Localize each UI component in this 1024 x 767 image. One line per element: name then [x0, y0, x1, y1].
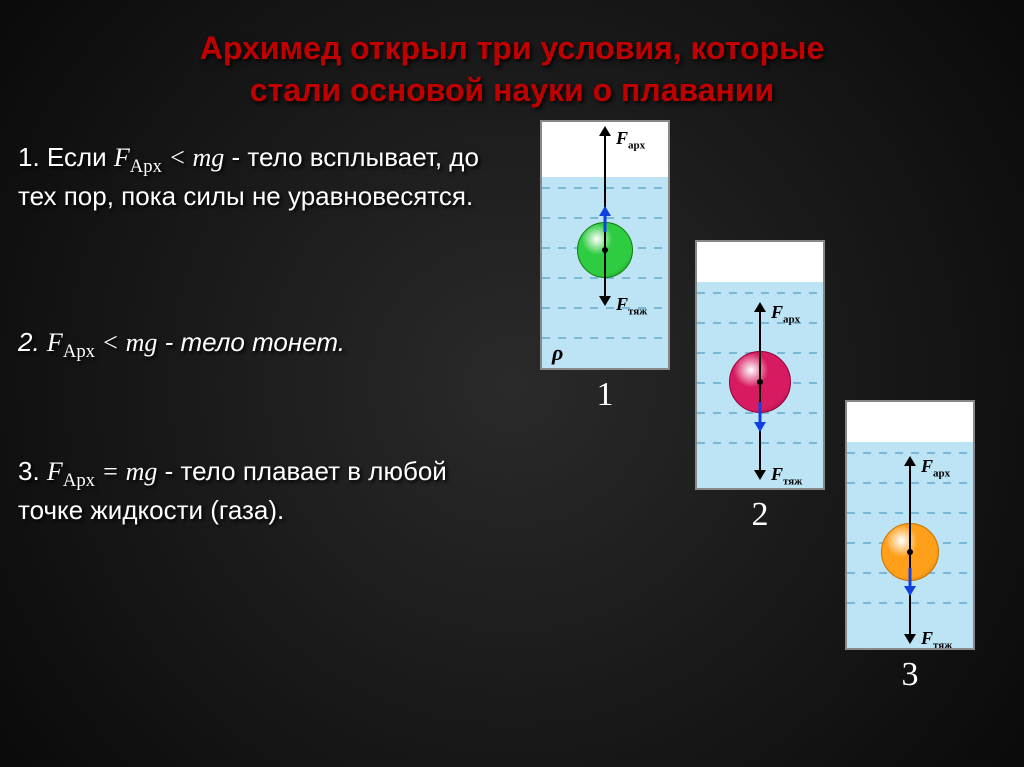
c3-F: F — [47, 457, 63, 486]
conditions-text: 1. Если FАрх < mg - тело всплывает, до т… — [18, 140, 508, 529]
diagram-1-number: 1 — [540, 376, 670, 414]
c3-sub: Арх — [63, 470, 95, 491]
diagram-2: FархFтяж 2 — [695, 240, 825, 534]
diagram-3: FархFтяж 3 — [845, 400, 975, 694]
c2-text: - тело тонет. — [157, 327, 345, 357]
diagram-1: FархFтяжρ 1 — [540, 120, 670, 414]
c2-mg: mg — [126, 328, 158, 357]
c2-op: < — [95, 328, 126, 357]
beaker-2: FархFтяж — [695, 240, 825, 490]
c3-mg: mg — [126, 457, 158, 486]
beaker-3: FархFтяж — [845, 400, 975, 650]
c1-F: F — [114, 143, 130, 172]
diagrams-area: FархFтяжρ 1 FархFтяж 2 FархFтяж 3 — [540, 120, 1010, 740]
c2-sub: Арх — [63, 341, 95, 362]
c2-prefix: 2. — [18, 327, 47, 357]
c1-prefix: 1. Если — [18, 142, 114, 172]
c3-op: = — [95, 457, 126, 486]
diagram-2-number: 2 — [695, 496, 825, 534]
c1-mg: mg — [193, 143, 225, 172]
title-line1: Архимед открыл три условия, которые — [200, 30, 825, 66]
diagram-3-number: 3 — [845, 656, 975, 694]
c2-F: F — [47, 328, 63, 357]
c1-sub: Арх — [130, 156, 162, 177]
c3-prefix: 3. — [18, 456, 47, 486]
condition-1: 1. Если FАрх < mg - тело всплывает, до т… — [18, 140, 508, 215]
condition-2: 2. FАрх < mg - тело тонет. — [18, 325, 508, 364]
title-line2: стали основой науки о плавании — [250, 72, 774, 108]
c1-op: < — [162, 143, 193, 172]
slide-title: Архимед открыл три условия, которые стал… — [0, 0, 1024, 121]
beaker-1: FархFтяжρ — [540, 120, 670, 370]
condition-3: 3. FАрх = mg - тело плавает в любой точк… — [18, 454, 508, 529]
